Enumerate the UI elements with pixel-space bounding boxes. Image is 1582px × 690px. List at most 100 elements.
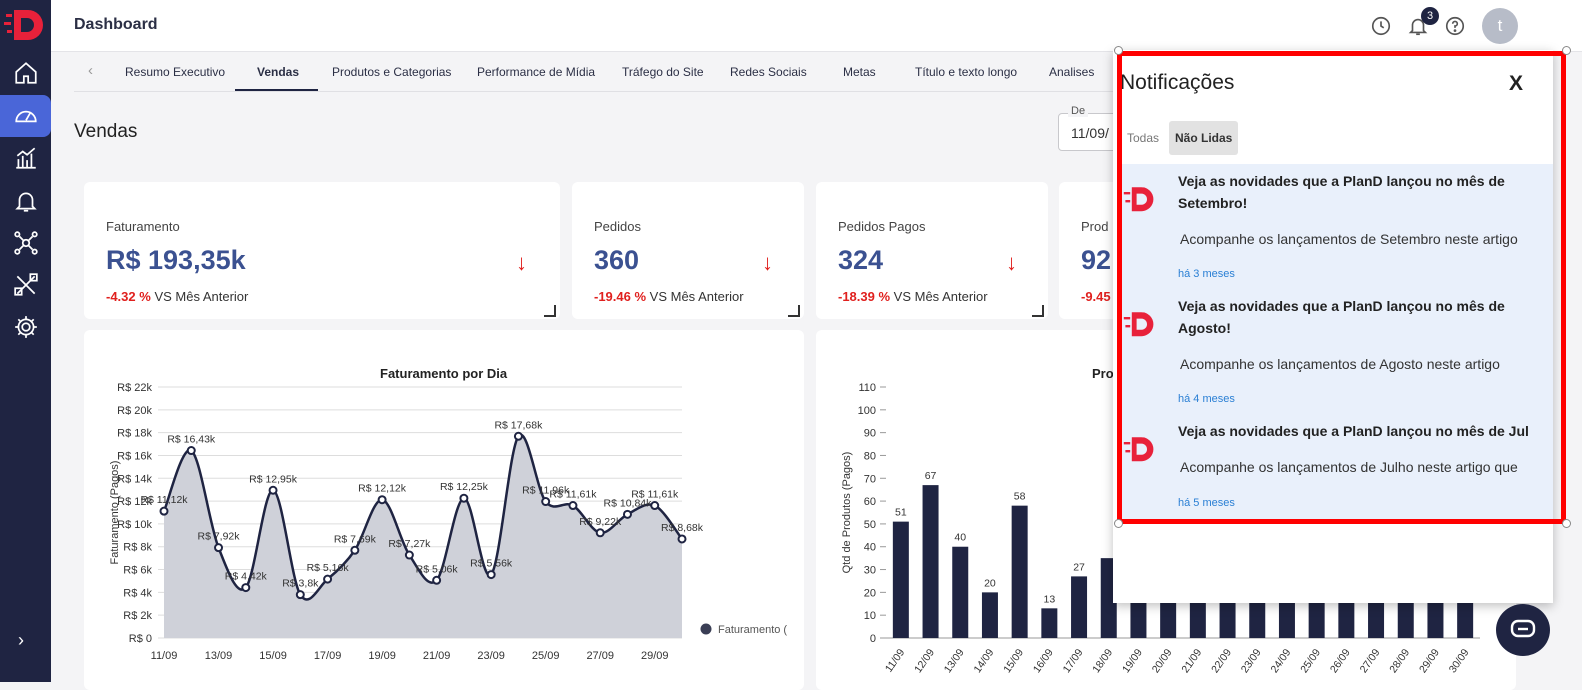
sidebar-item-integrations[interactable] bbox=[0, 222, 51, 264]
data-label: R$ 7,69k bbox=[334, 533, 377, 545]
tab-todas[interactable]: Todas bbox=[1127, 131, 1160, 145]
bell-icon bbox=[14, 192, 37, 212]
y-tick-label: R$ 0 bbox=[129, 633, 152, 645]
notification-body: Acompanhe os lançamentos de Julho neste … bbox=[1180, 459, 1518, 480]
x-tick-label: 30/09 bbox=[1447, 647, 1472, 676]
x-tick-label: 29/09 bbox=[1417, 647, 1442, 676]
y-tick-label: 110 bbox=[858, 382, 876, 394]
data-point bbox=[432, 575, 442, 585]
pland-logo-icon bbox=[1123, 187, 1154, 212]
y-tick-label: R$ 2k bbox=[123, 610, 152, 622]
data-label: R$ 4,42k bbox=[225, 571, 268, 583]
tab-titulo-texto-longo[interactable]: Título e texto longo bbox=[915, 65, 1018, 79]
x-tick-label: 17/09 bbox=[1061, 647, 1086, 676]
top-bar: Dashboard bbox=[51, 0, 1582, 52]
active-tab-indicator bbox=[235, 89, 318, 91]
tab-produtos-categorias[interactable]: Produtos e Categorias bbox=[332, 65, 452, 79]
user-avatar[interactable]: t bbox=[1482, 8, 1518, 44]
tab-nao-lidas[interactable]: Não Lidas bbox=[1169, 121, 1239, 155]
legend-label: Faturamento ( bbox=[718, 624, 787, 636]
tab-metas[interactable]: Metas bbox=[843, 65, 876, 79]
y-tick-label: R$ 6k bbox=[123, 565, 152, 577]
y-tick-label: 10 bbox=[864, 610, 876, 622]
sidebar-item-tools[interactable] bbox=[0, 264, 51, 306]
bell-icon[interactable] bbox=[1407, 15, 1429, 37]
selection-handle[interactable] bbox=[1562, 46, 1571, 55]
home-icon bbox=[14, 62, 37, 84]
selection-handle[interactable] bbox=[1114, 46, 1123, 55]
tab-redes-sociais[interactable]: Redes Sociais bbox=[730, 65, 807, 79]
data-label: 51 bbox=[895, 507, 907, 519]
kpi-value: 360 bbox=[594, 245, 640, 275]
data-label: R$ 11,61k bbox=[631, 489, 679, 501]
network-icon bbox=[13, 231, 38, 255]
selection-handle[interactable] bbox=[1114, 519, 1123, 528]
x-tick-label: 23/09 bbox=[1239, 647, 1264, 676]
bar bbox=[981, 592, 998, 638]
tools-icon bbox=[13, 273, 38, 296]
kpi-label: Faturamento bbox=[106, 219, 180, 234]
kpi-delta: -19.46 % VS Mês Anterior bbox=[594, 289, 744, 304]
y-tick-label: R$ 18k bbox=[117, 428, 152, 440]
y-tick-label: 30 bbox=[864, 565, 876, 577]
sidebar-item-settings[interactable] bbox=[0, 306, 51, 348]
pland-logo-icon[interactable] bbox=[4, 6, 46, 46]
legend-marker bbox=[700, 623, 712, 635]
x-tick-label: 17/09 bbox=[314, 650, 342, 662]
tab-resumo-executivo[interactable]: Resumo Executivo bbox=[125, 65, 226, 79]
notification-body: Acompanhe os lançamentos de Setembro nes… bbox=[1180, 231, 1518, 252]
sidebar-item-home[interactable] bbox=[0, 52, 51, 94]
resize-handle-icon[interactable] bbox=[788, 305, 800, 317]
tab-analises[interactable]: Analises bbox=[1049, 65, 1095, 79]
kpi-value: 324 bbox=[838, 245, 884, 275]
selection-handle[interactable] bbox=[1562, 519, 1571, 528]
sidebar-item-analytics[interactable] bbox=[0, 137, 51, 179]
chevron-left-icon[interactable]: ‹ bbox=[88, 62, 93, 79]
notification-item[interactable]: Veja as novidades que a PlanD lançou no … bbox=[1118, 164, 1553, 289]
arrow-down-icon: ↓ bbox=[762, 250, 773, 275]
x-tick-label: 13/09 bbox=[205, 650, 233, 662]
sidebar-item-dashboard[interactable] bbox=[0, 95, 51, 137]
notification-panel: Notificações X Todas Não Lidas Veja as n… bbox=[1113, 50, 1553, 603]
data-point bbox=[677, 534, 687, 544]
tab-vendas[interactable]: Vendas bbox=[257, 65, 300, 79]
notification-count-badge: 3 bbox=[1421, 7, 1439, 25]
x-tick-label: 13/09 bbox=[942, 647, 967, 676]
resize-handle-icon[interactable] bbox=[1032, 305, 1044, 317]
tab-performance-midia[interactable]: Performance de Mídia bbox=[477, 65, 596, 79]
resize-handle-icon[interactable] bbox=[544, 305, 556, 317]
bar bbox=[922, 485, 939, 638]
kpi-delta-value: -19.46 % bbox=[594, 289, 647, 304]
kpi-label: Pedidos Pagos bbox=[838, 219, 926, 234]
notification-panel-title: Notificações bbox=[1120, 71, 1235, 94]
close-button[interactable]: X bbox=[1509, 72, 1524, 95]
data-point bbox=[323, 574, 333, 584]
data-label: R$ 12,95k bbox=[249, 473, 298, 485]
help-icon[interactable] bbox=[1444, 15, 1466, 37]
y-tick-label: R$ 22k bbox=[117, 382, 152, 394]
chat-button[interactable] bbox=[1496, 604, 1550, 656]
arrow-down-icon: ↓ bbox=[516, 250, 527, 275]
sidebar-item-alerts[interactable] bbox=[0, 180, 51, 222]
tab-trafego-site[interactable]: Tráfego do Site bbox=[622, 65, 704, 79]
notification-list: Veja as novidades que a PlanD lançou no … bbox=[1118, 164, 1553, 519]
data-label: R$ 5,56k bbox=[470, 558, 513, 570]
data-label: 20 bbox=[984, 577, 996, 589]
y-tick-label: R$ 14k bbox=[117, 473, 152, 485]
data-label: R$ 12,25k bbox=[440, 481, 489, 493]
data-label: R$ 11,61k bbox=[549, 489, 597, 501]
pland-logo-icon bbox=[1123, 312, 1154, 337]
data-point bbox=[159, 506, 169, 516]
chart-icon bbox=[15, 147, 36, 169]
kpi-delta-value: -9.45 bbox=[1081, 289, 1111, 304]
history-icon[interactable] bbox=[1370, 15, 1392, 37]
data-label: 67 bbox=[925, 470, 937, 482]
x-tick-label: 29/09 bbox=[641, 650, 669, 662]
y-tick-label: 0 bbox=[870, 633, 876, 645]
notification-item[interactable]: Veja as novidades que a PlanD lançou no … bbox=[1118, 289, 1553, 414]
date-from-label: De bbox=[1068, 105, 1089, 117]
chevron-right-icon[interactable]: › bbox=[18, 630, 24, 650]
y-tick-label: R$ 4k bbox=[123, 587, 152, 599]
notification-item[interactable]: Veja as novidades que a PlanD lançou no … bbox=[1118, 414, 1553, 519]
